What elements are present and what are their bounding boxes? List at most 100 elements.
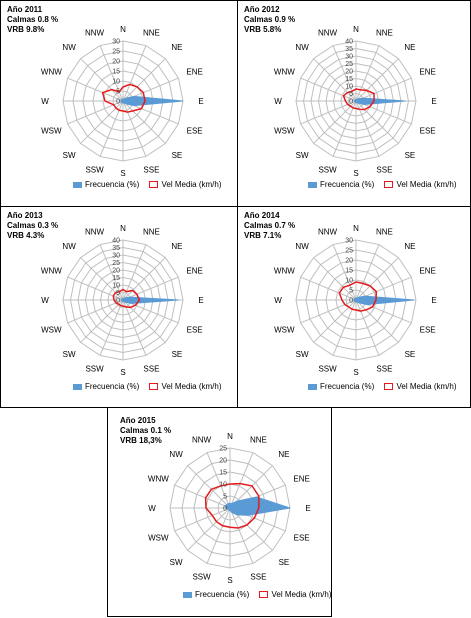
tick-label: 25 [112,49,120,56]
grid-spoke [99,299,124,356]
grid-spoke [80,299,124,343]
chart-legend: Frecuencia (%) Vel Media (km/h) [308,180,465,189]
tick-label: 15 [345,268,353,275]
tick-label: 40 [345,39,353,46]
legend-label-vel-media: Vel Media (km/h) [271,590,332,599]
grid-spoke [67,77,124,102]
grid-spoke [355,257,399,301]
direction-label-nnw: NNW [318,28,338,37]
series-frecuencia [353,97,406,105]
tick-label: 15 [112,69,120,76]
tick-label: 0 [349,99,353,106]
direction-label-sse: SSE [376,365,392,374]
panel-calmas: Calmas 0.9 % [244,15,296,24]
tick-label: 10 [345,278,353,285]
tick-label: 0 [223,506,227,513]
direction-label-s: S [353,169,358,178]
grid-spoke [122,100,166,144]
legend-item-vel-media: Vel Media (km/h) [149,382,222,391]
direction-label-e: E [431,296,436,305]
legend-label-vel-media: Vel Media (km/h) [396,180,457,189]
legend-item-frecuencia: Frecuencia (%) [308,180,374,189]
tick-label: 5 [116,89,120,96]
grid-spoke [80,58,124,102]
legend-item-vel-media: Vel Media (km/h) [384,382,457,391]
grid-spoke [187,465,231,509]
direction-label-sw: SW [63,350,76,359]
panel-calmas: Calmas 0.7 % [244,221,296,230]
panel-title: Año 2011 [7,5,43,14]
grid-spoke [355,100,399,144]
direction-label-ene: ENE [186,266,202,275]
direction-label-wnw: WNW [148,474,169,483]
legend-swatch-vel-media [259,591,269,599]
grid-spoke [122,276,179,301]
tick-label: 15 [112,275,120,282]
tick-label: 0 [116,298,120,305]
direction-label-sw: SW [170,558,183,567]
direction-label-ese: ESE [294,534,310,543]
direction-label-n: N [353,224,359,233]
direction-label-nne: NNE [143,28,160,37]
tick-label: 25 [219,446,227,453]
legend-label-frecuencia: Frecuencia (%) [320,382,375,391]
tick-label: 10 [112,79,120,86]
legend-label-frecuencia: Frecuencia (%) [195,590,250,599]
legend-swatch-frecuencia [183,591,192,598]
tick-label: 5 [223,494,227,501]
panel-vrb: VRB 7.1% [244,231,282,240]
tick-label: 5 [349,288,353,295]
grid-spoke [122,45,147,102]
legend-swatch-vel-media [149,383,159,391]
grid-spoke [122,100,147,157]
direction-label-ese: ESE [187,326,203,335]
direction-label-ese: ESE [420,127,436,136]
radar-chart: 0 5 10 15 20 25 30N NNE NE ENE E ESE SE SSE S SSW SW WSW W… [41,25,204,178]
panel-vrb: VRB 9.8% [7,25,45,34]
direction-label-nnw: NNW [192,435,212,444]
direction-label-w: W [148,504,156,513]
direction-label-ne: NE [278,450,289,459]
grid-spoke [206,452,231,509]
tick-label: 10 [219,482,227,489]
grid-spoke [355,77,412,102]
series-vel-media [338,281,378,312]
direction-label-ne: NE [404,242,415,251]
direction-label-se: SE [172,151,183,160]
direction-label-ene: ENE [186,67,202,76]
tick-label: 5 [116,290,120,297]
direction-label-ne: NE [171,242,182,251]
tick-label: 30 [345,238,353,245]
tick-label: 15 [345,76,353,83]
tick-label: 20 [112,268,120,275]
panel-header: Año 2013 Calmas 0.3 % VRB 4.3% [7,211,58,241]
legend-label-frecuencia: Frecuencia (%) [320,180,375,189]
direction-label-w: W [274,296,282,305]
direction-label-e: E [431,97,436,106]
direction-label-sse: SSE [143,166,159,175]
direction-label-se: SE [279,558,290,567]
direction-label-e: E [198,97,203,106]
direction-label-n: N [120,224,126,233]
direction-label-wsw: WSW [41,127,62,136]
tick-label: 35 [345,46,353,53]
grid-spoke [355,244,380,301]
legend-label-frecuencia: Frecuencia (%) [85,180,140,189]
direction-label-ese: ESE [420,326,436,335]
grid-spoke [332,100,357,157]
direction-label-wnw: WNW [41,266,62,275]
tick-label: 10 [345,84,353,91]
direction-label-nne: NNE [250,435,267,444]
panel-2014: Año 2014 Calmas 0.7 % VRB 7.1% 0 5 10 15 20 2… [237,206,471,408]
direction-label-n: N [120,25,126,34]
tick-label: 0 [116,99,120,106]
panel-calmas: Calmas 0.1 % [120,426,172,435]
tick-label: 0 [349,298,353,305]
grid-spoke [229,507,254,564]
legend-label-frecuencia: Frecuencia (%) [85,382,140,391]
direction-label-w: W [274,97,282,106]
legend-item-vel-media: Vel Media (km/h) [149,180,222,189]
grid-spoke [355,299,380,356]
tick-label: 35 [112,245,120,252]
grid-spoke [174,484,231,509]
